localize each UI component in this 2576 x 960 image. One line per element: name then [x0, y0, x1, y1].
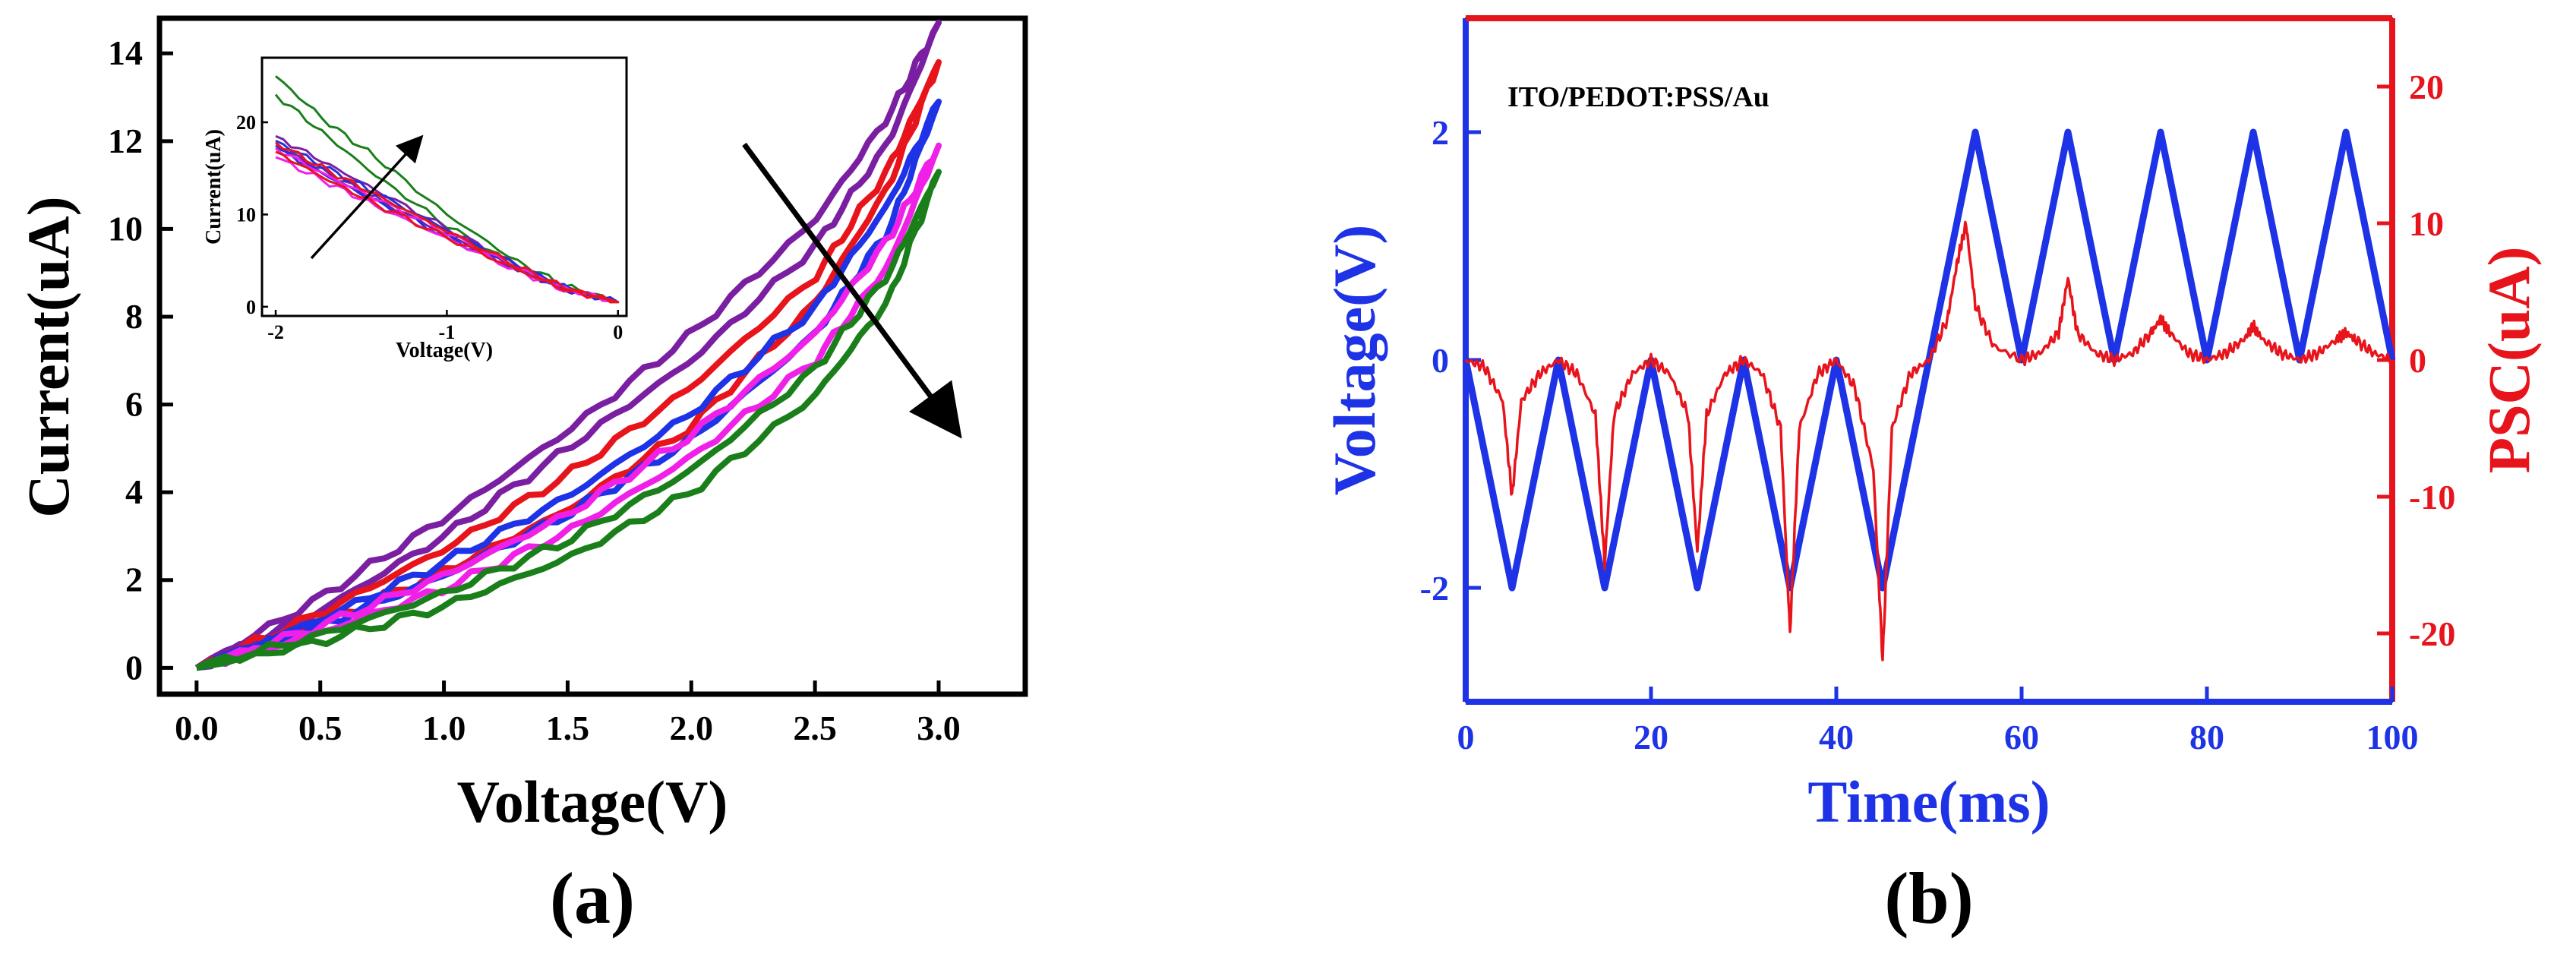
panel-b-label: (b) — [1884, 857, 1973, 939]
panel-a-y-tick-label: 10 — [108, 209, 143, 248]
inset-x-ticks: -2 -1 0 — [267, 310, 623, 343]
panel-b-right-tick-label: 0 — [2409, 341, 2426, 380]
panel-a-y-tick-label: 6 — [125, 385, 143, 424]
panel-b-left-axis-title: Voltage(V) — [1321, 225, 1387, 496]
panel-a-x-ticks: 0.0 0.5 1.0 1.5 2.0 2.5 3.0 — [175, 681, 961, 747]
panel-b-title: ITO/PEDOT:PSS/Au — [1507, 81, 1769, 113]
inset-y-tick-label: 0 — [246, 296, 256, 318]
panel-a-x-tick-label: 1.5 — [546, 709, 590, 747]
panel-a-y-tick-label: 8 — [125, 297, 143, 336]
inset-y-tick-label: 10 — [236, 204, 256, 226]
panel-b-x-tick-label: 100 — [2366, 718, 2419, 756]
panel-b-left-tick-label: -2 — [1420, 569, 1449, 608]
panel-a-x-tick-label: 2.0 — [670, 709, 714, 747]
panel-a-y-axis-title: Current(uA) — [15, 196, 81, 517]
panel-a-x-tick-label: 3.0 — [917, 709, 961, 747]
panel-a-y-tick-label: 14 — [108, 33, 143, 72]
panel-a-series-green — [195, 169, 942, 671]
panel-a-y-tick-label: 12 — [108, 122, 143, 160]
panel-a-y-tick-label: 4 — [125, 472, 143, 511]
inset-x-tick-label: 0 — [613, 321, 623, 343]
inset-y-tick-label: 20 — [236, 112, 256, 134]
panel-b-x-axis-title: Time(ms) — [1807, 769, 2050, 835]
panel-b-left-tick-label: 2 — [1432, 113, 1449, 152]
panel-a-y-tick-label: 2 — [125, 561, 143, 599]
inset-chart: 0 10 20 -2 -1 0 Voltage(V) Current(uA) — [202, 56, 628, 362]
panel-b-series-psc — [1464, 220, 2394, 662]
panel-b-right-axis-title: PSC(uA) — [2476, 246, 2542, 473]
panel-b-x-ticks: 0 20 40 60 80 100 — [1457, 687, 2419, 756]
panel-b-right-tick-label: -10 — [2409, 478, 2455, 516]
inset-x-axis-title: Voltage(V) — [396, 339, 493, 362]
panel-b-x-tick-label: 40 — [1819, 718, 1854, 756]
panel-a-series-purple — [194, 19, 942, 671]
inset-series — [274, 75, 620, 304]
panel-a-trend-arrow — [742, 142, 962, 439]
panel-a-series — [194, 19, 942, 671]
panel-b-x-tick-label: 20 — [1634, 718, 1668, 756]
panel-b-left-tick-label: 0 — [1432, 341, 1449, 380]
panel-a-frame — [156, 15, 1028, 697]
panel-b-left-y-ticks: -2 0 2 — [1420, 113, 1481, 608]
panel-a-y-tick-label: 0 — [125, 648, 143, 687]
panel-a-x-tick-label: 0.5 — [298, 709, 343, 747]
panel-a: 0 2 4 6 8 10 12 14 0.0 0.5 1.0 1.5 2.0 2.5 3.0 Voltag… — [15, 15, 1028, 939]
panel-a-x-tick-label: 2.5 — [793, 709, 837, 747]
panel-b-right-tick-label: -20 — [2409, 614, 2455, 653]
panel-a-x-tick-label: 1.0 — [422, 709, 466, 747]
panel-b-x-tick-label: 60 — [2004, 718, 2039, 756]
panel-b-series — [1462, 128, 2396, 662]
panel-b-x-tick-label: 80 — [2189, 718, 2224, 756]
inset-series-red — [275, 141, 620, 304]
inset-x-tick-label: -2 — [267, 321, 284, 343]
panel-a-x-axis-title: Voltage(V) — [457, 769, 728, 835]
panel-b-right-tick-label: 20 — [2409, 68, 2444, 106]
panel-a-series-red — [194, 58, 942, 671]
inset-y-ticks: 0 10 20 — [236, 112, 268, 318]
inset-x-tick-label: -1 — [439, 321, 456, 343]
panel-a-y-ticks: 0 2 4 6 8 10 12 14 — [108, 33, 173, 687]
panel-a-label: (a) — [550, 857, 635, 939]
panel-a-x-tick-label: 0.0 — [175, 709, 219, 747]
panel-b-right-tick-label: 10 — [2409, 204, 2444, 243]
inset-y-axis-title: Current(uA) — [202, 129, 226, 245]
panel-b-x-tick-label: 0 — [1457, 718, 1475, 756]
inset-trend-arrow — [310, 134, 424, 260]
inset-frame — [260, 56, 628, 317]
